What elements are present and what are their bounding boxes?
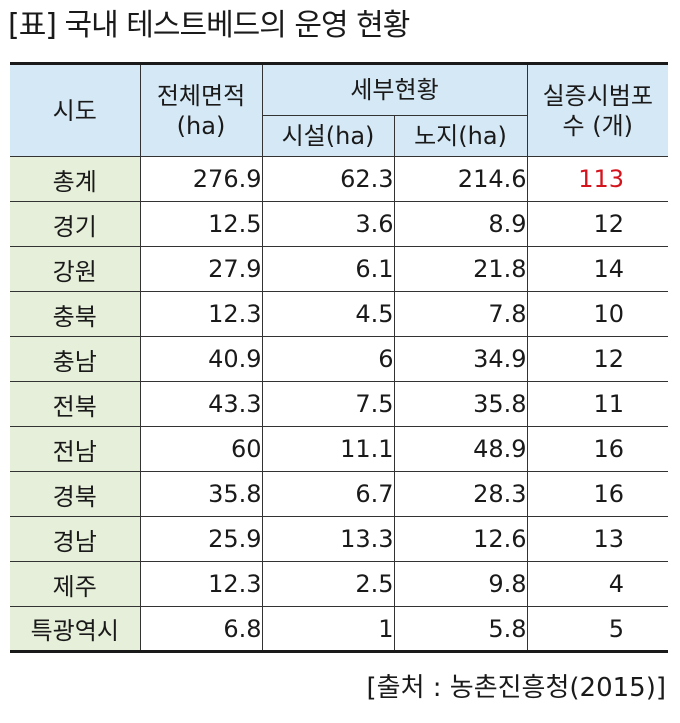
total-area-cell: 276.9 — [139, 156, 263, 202]
total-area-cell: 60 — [139, 426, 263, 472]
table-row: 충북 12.3 4.5 7.8 10 — [10, 291, 669, 337]
facility-cell: 3.6 — [261, 201, 395, 247]
demo-count-cell: 113 — [526, 156, 669, 202]
header-demo-count: 실증시범포 수 (개) — [526, 62, 669, 157]
total-area-cell: 12.3 — [139, 561, 263, 607]
demo-count-cell: 10 — [526, 291, 669, 337]
demo-count-cell: 12 — [526, 201, 669, 247]
region-cell: 경기 — [10, 201, 141, 247]
region-cell: 총계 — [10, 156, 141, 202]
total-area-cell: 27.9 — [139, 246, 263, 292]
open-field-cell: 5.8 — [393, 606, 528, 653]
table-row: 경남 25.9 13.3 12.6 13 — [10, 516, 669, 562]
open-field-cell: 7.8 — [393, 291, 528, 337]
demo-count-cell: 4 — [526, 561, 669, 607]
demo-count-cell: 13 — [526, 516, 669, 562]
table-row: 경북 35.8 6.7 28.3 16 — [10, 471, 669, 517]
open-field-cell: 48.9 — [393, 426, 528, 472]
header-total-area-line2: (ha) — [176, 111, 226, 140]
table-row: 강원 27.9 6.1 21.8 14 — [10, 246, 669, 292]
region-cell: 제주 — [10, 561, 141, 607]
table-row: 경기 12.5 3.6 8.9 12 — [10, 201, 669, 247]
testbed-table: 시도 전체면적 (ha) 세부현황 실증시범포 수 (개) 시설(ha) 노지(… — [10, 62, 669, 653]
source-note: [출처 : 농촌진흥청(2015)] — [366, 673, 666, 703]
header-open-field: 노지(ha) — [393, 115, 528, 157]
demo-count-cell: 16 — [526, 426, 669, 472]
region-cell: 전남 — [10, 426, 141, 472]
header-detail: 세부현황 — [261, 62, 528, 116]
facility-cell: 6.7 — [261, 471, 395, 517]
open-field-cell: 21.8 — [393, 246, 528, 292]
total-area-cell: 12.3 — [139, 291, 263, 337]
table-row: 전남 60 11.1 48.9 16 — [10, 426, 669, 472]
facility-cell: 13.3 — [261, 516, 395, 562]
table-row: 충남 40.9 6 34.9 12 — [10, 336, 669, 382]
open-field-cell: 35.8 — [393, 381, 528, 427]
open-field-cell: 214.6 — [393, 156, 528, 202]
header-total-area-line1: 전체면적 — [156, 81, 246, 110]
demo-count-cell: 14 — [526, 246, 669, 292]
facility-cell: 1 — [261, 606, 395, 653]
facility-cell: 6.1 — [261, 246, 395, 292]
region-cell: 경남 — [10, 516, 141, 562]
facility-cell: 7.5 — [261, 381, 395, 427]
region-cell: 충남 — [10, 336, 141, 382]
demo-count-cell: 12 — [526, 336, 669, 382]
region-cell: 강원 — [10, 246, 141, 292]
demo-count-cell: 5 — [526, 606, 669, 653]
header-region: 시도 — [10, 62, 141, 157]
table-row: 전북 43.3 7.5 35.8 11 — [10, 381, 669, 427]
total-area-cell: 40.9 — [139, 336, 263, 382]
table-row: 제주 12.3 2.5 9.8 4 — [10, 561, 669, 607]
table-row: 특광역시 6.8 1 5.8 5 — [10, 606, 669, 653]
open-field-cell: 28.3 — [393, 471, 528, 517]
demo-count-cell: 11 — [526, 381, 669, 427]
total-area-cell: 12.5 — [139, 201, 263, 247]
total-area-cell: 6.8 — [139, 606, 263, 653]
open-field-cell: 8.9 — [393, 201, 528, 247]
table-row: 총계 276.9 62.3 214.6 113 — [10, 156, 669, 202]
demo-count-cell: 16 — [526, 471, 669, 517]
facility-cell: 62.3 — [261, 156, 395, 202]
facility-cell: 6 — [261, 336, 395, 382]
total-area-cell: 43.3 — [139, 381, 263, 427]
facility-cell: 2.5 — [261, 561, 395, 607]
header-demo-count-line2: 수 (개) — [562, 111, 634, 140]
region-cell: 경북 — [10, 471, 141, 517]
total-area-cell: 25.9 — [139, 516, 263, 562]
open-field-cell: 9.8 — [393, 561, 528, 607]
region-cell: 충북 — [10, 291, 141, 337]
region-cell: 특광역시 — [10, 606, 141, 653]
header-demo-count-line1: 실증시범포 — [542, 81, 653, 110]
facility-cell: 11.1 — [261, 426, 395, 472]
header-total-area: 전체면적 (ha) — [139, 62, 263, 157]
facility-cell: 4.5 — [261, 291, 395, 337]
region-cell: 전북 — [10, 381, 141, 427]
open-field-cell: 12.6 — [393, 516, 528, 562]
total-area-cell: 35.8 — [139, 471, 263, 517]
header-facility: 시설(ha) — [262, 115, 395, 157]
table-title: [표] 국내 테스트베드의 운영 현황 — [8, 8, 410, 43]
open-field-cell: 34.9 — [393, 336, 528, 382]
